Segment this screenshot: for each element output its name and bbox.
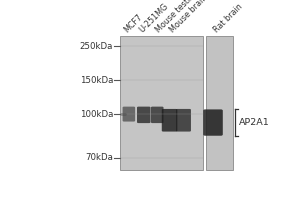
FancyBboxPatch shape — [137, 107, 151, 123]
Text: Mouse testis: Mouse testis — [154, 0, 196, 35]
FancyBboxPatch shape — [162, 109, 177, 132]
Bar — [206, 36, 233, 170]
Text: U-251MG: U-251MG — [137, 2, 170, 35]
Text: 250kDa: 250kDa — [80, 42, 113, 51]
Text: AP2A1: AP2A1 — [239, 118, 270, 127]
Bar — [120, 36, 202, 170]
Text: Rat brain: Rat brain — [212, 2, 244, 35]
Text: MCF7: MCF7 — [122, 13, 145, 35]
FancyBboxPatch shape — [203, 109, 223, 136]
FancyBboxPatch shape — [151, 107, 164, 123]
Text: 70kDa: 70kDa — [85, 153, 113, 162]
Text: 100kDa: 100kDa — [80, 110, 113, 119]
FancyBboxPatch shape — [123, 107, 135, 122]
Text: 150kDa: 150kDa — [80, 76, 113, 85]
FancyBboxPatch shape — [176, 109, 191, 132]
Text: Mouse brain: Mouse brain — [168, 0, 209, 35]
